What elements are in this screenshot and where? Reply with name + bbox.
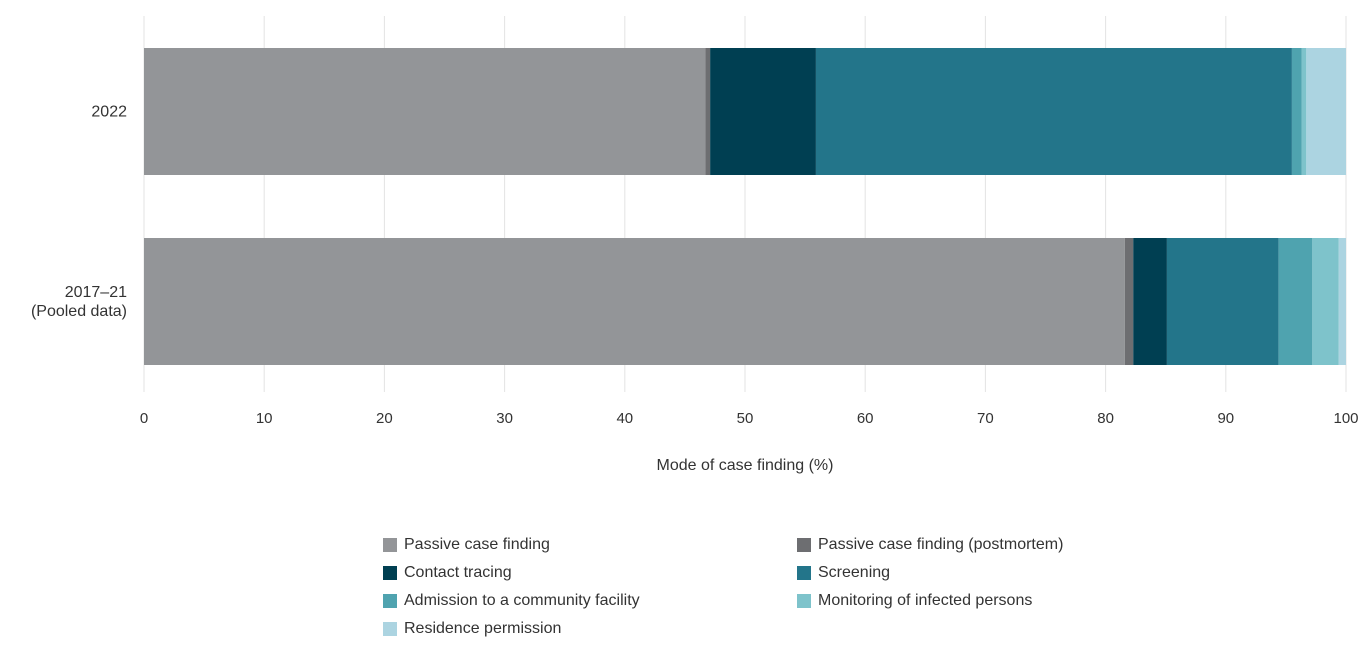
bars [144, 48, 1346, 365]
legend-item: Contact tracing [383, 564, 512, 582]
legend-item: Admission to a community facility [383, 592, 640, 610]
category-label: 2022 [91, 104, 127, 121]
bar-segment-contact-tracing [1133, 238, 1167, 365]
legend-swatch [797, 566, 811, 580]
legend-item: Monitoring of infected persons [797, 592, 1032, 610]
x-tick-label: 20 [376, 410, 393, 427]
bar-segment-passive-case-finding [144, 48, 706, 175]
legend-swatch [383, 566, 397, 580]
category-labels: 2022 2017–21 (Pooled data) [31, 104, 127, 321]
legend-item: Residence permission [383, 620, 561, 638]
legend-label: Contact tracing [404, 564, 512, 581]
bar-segment-screening [1166, 238, 1279, 365]
legend-swatch [383, 622, 397, 636]
bar-segment-contact-tracing [710, 48, 816, 175]
bar-segment-residence-permission [1306, 48, 1346, 175]
bar-segment-monitoring-of-infected-persons [1301, 48, 1307, 175]
legend-label: Admission to a community facility [404, 592, 640, 609]
x-tick-label: 90 [1217, 410, 1234, 427]
x-tick-label: 60 [857, 410, 874, 427]
category-label: 2017–21 (Pooled data) [31, 284, 127, 320]
legend-label: Residence permission [404, 620, 562, 637]
bar-segment-screening [815, 48, 1292, 175]
bar-segment-passive-case-finding-postmortem [1124, 238, 1134, 365]
bar-segment-passive-case-finding [144, 238, 1125, 365]
x-tick-label: 100 [1333, 410, 1358, 427]
x-tick-labels: 0 10 20 30 40 50 60 70 80 90 100 [140, 410, 1359, 427]
legend-label: Passive case finding [404, 536, 550, 553]
x-axis-title: Mode of case finding (%) [657, 457, 834, 474]
legend-swatch [797, 538, 811, 552]
x-tick-label: 50 [737, 410, 754, 427]
bar-segment-passive-case-finding-postmortem [705, 48, 711, 175]
x-tick-label: 10 [256, 410, 273, 427]
legend-item: Passive case finding (postmortem) [797, 536, 1063, 554]
bar-segment-residence-permission [1338, 238, 1346, 365]
legend-label: Passive case finding (postmortem) [818, 536, 1064, 553]
x-tick-label: 0 [140, 410, 148, 427]
legend-swatch [383, 538, 397, 552]
legend-item: Passive case finding [383, 536, 550, 554]
legend-swatch [797, 594, 811, 608]
bar-segment-monitoring-of-infected-persons [1312, 238, 1339, 365]
x-tick-label: 40 [616, 410, 633, 427]
x-tick-label: 30 [496, 410, 513, 427]
x-tick-label: 70 [977, 410, 994, 427]
legend-item: Screening [797, 564, 890, 582]
bar-segment-admission-to-a-community-facility [1278, 238, 1313, 365]
bar-segment-admission-to-a-community-facility [1291, 48, 1302, 175]
x-tick-label: 80 [1097, 410, 1114, 427]
legend-label: Screening [818, 564, 891, 581]
legend-label: Monitoring of infected persons [818, 592, 1033, 609]
legend-swatch [383, 594, 397, 608]
